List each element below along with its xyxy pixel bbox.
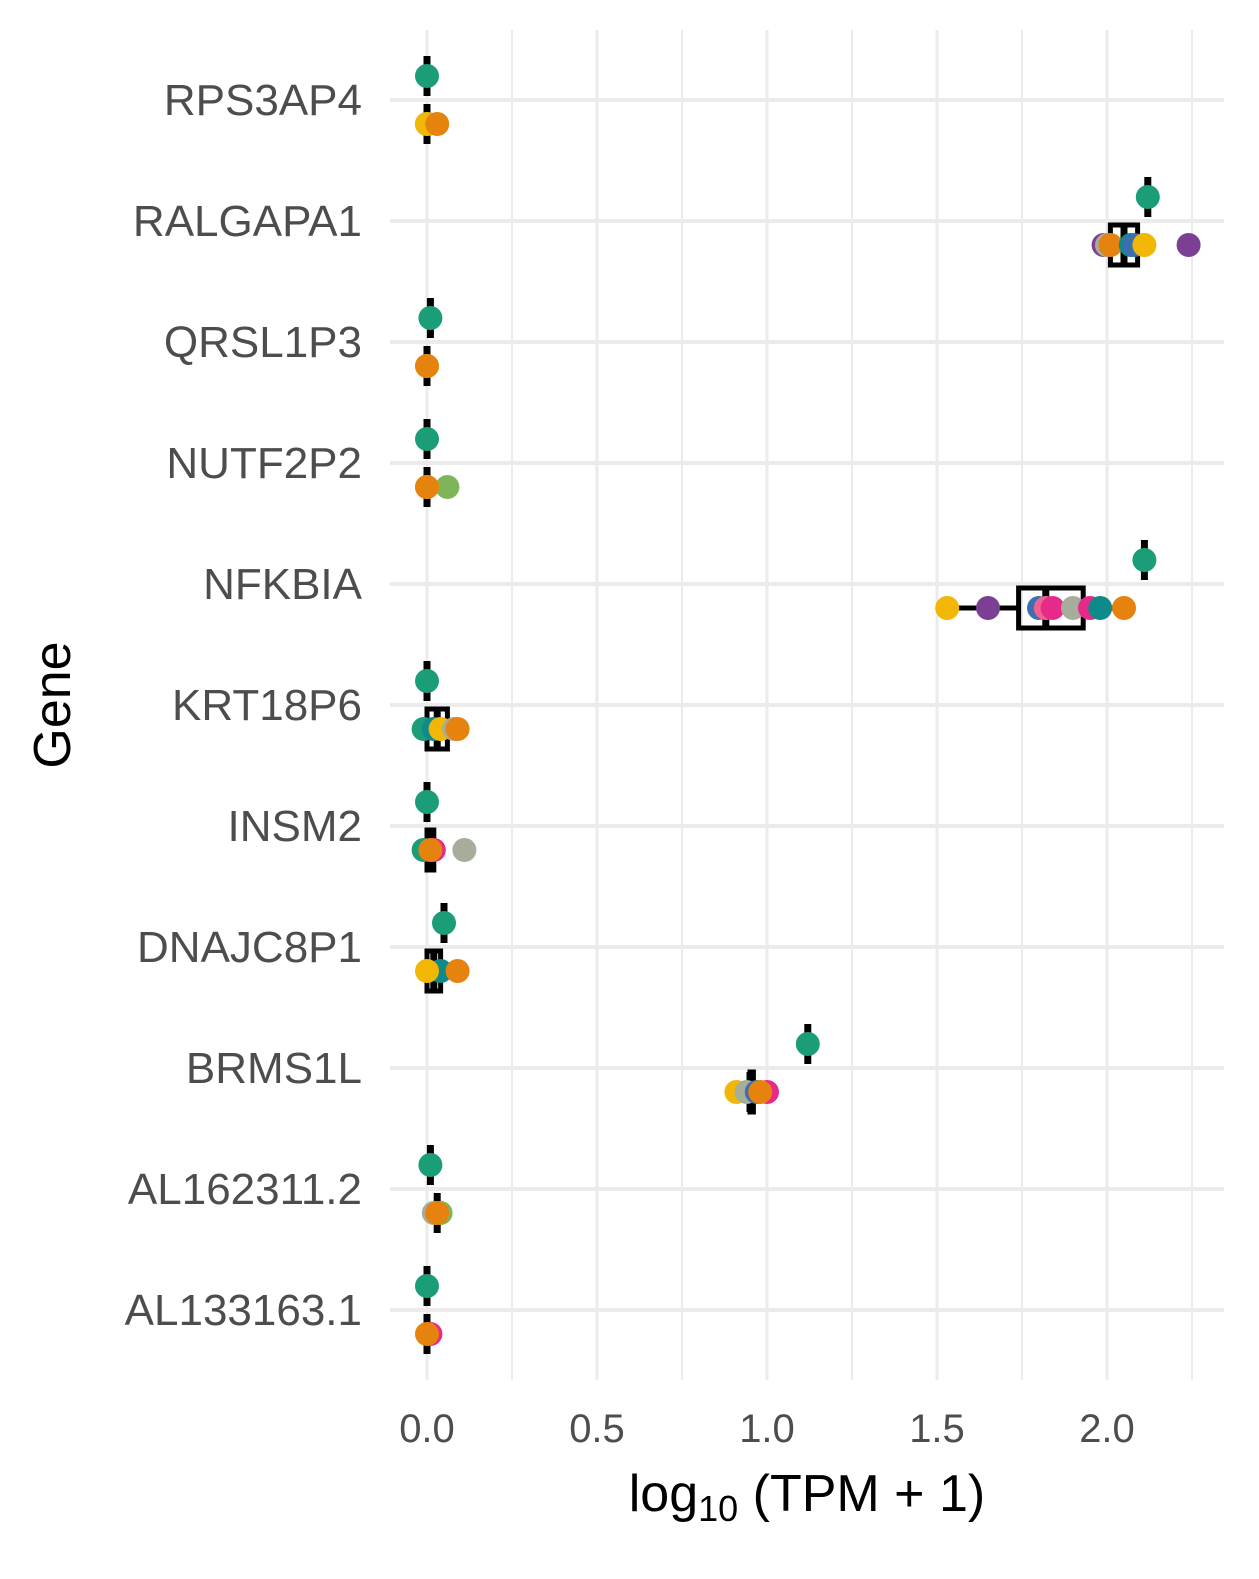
data-point [415,475,439,499]
data-point [418,838,443,862]
data-point [425,112,450,136]
data-point [415,790,439,814]
y-tick-label: AL133163.1 [125,1286,362,1335]
data-point [1088,596,1113,620]
data-point [1132,548,1157,572]
data-point [1135,185,1160,209]
data-point [415,1274,439,1298]
data-point [415,427,439,451]
data-point [1040,596,1065,620]
data-point [445,717,470,741]
data-point [1061,596,1085,620]
data-point [795,1032,820,1056]
data-point [415,64,439,88]
x-tick-label: 2.0 [1079,1407,1135,1451]
y-tick-label: INSM2 [228,802,362,851]
data-point [1112,596,1136,620]
data-point [935,596,960,620]
y-tick-label: RALGAPA1 [133,197,362,246]
y-axis-title: Gene [24,641,82,768]
x-axis-title-subscript: 10 [698,1488,738,1529]
y-tick-label: KRT18P6 [172,681,362,730]
x-tick-label: 1.5 [909,1407,965,1451]
data-point [1098,233,1123,257]
data-point [452,838,477,862]
y-tick-label: NFKBIA [203,560,363,609]
y-tick-label: DNAJC8P1 [137,923,362,972]
x-axis-title: log10 (TPM + 1) [629,1465,985,1529]
x-tick-label: 0.0 [399,1407,455,1451]
y-tick-label: QRSL1P3 [164,318,362,367]
data-point [748,1080,773,1104]
y-tick-label: AL162311.2 [128,1165,362,1214]
y-tick-label: NUTF2P2 [166,439,362,488]
x-tick-label: 0.5 [569,1407,625,1451]
data-point [1132,233,1157,257]
data-point [415,959,439,983]
data-point [418,306,443,330]
y-tick-label: RPS3AP4 [164,76,362,125]
data-point [415,669,439,693]
data-point [435,475,460,499]
label-layer: RPS3AP4 RALGAPA1 QRSL1P3 NUTF2P2 NFKBIA KRT18… [125,76,1135,1451]
point-layer [411,64,1201,1346]
x-tick-label: 1.0 [739,1407,795,1451]
data-point [976,596,1000,620]
x-axis-title-prefix: log [629,1465,698,1523]
y-tick-label: BRMS1L [186,1044,362,1093]
data-point [415,1322,439,1346]
data-point [432,911,456,935]
data-point [1176,233,1201,257]
data-point [445,959,470,983]
data-point [415,354,439,378]
data-point [418,1153,443,1177]
x-axis-title-suffix: (TPM + 1) [738,1465,985,1523]
data-point [425,1201,450,1225]
